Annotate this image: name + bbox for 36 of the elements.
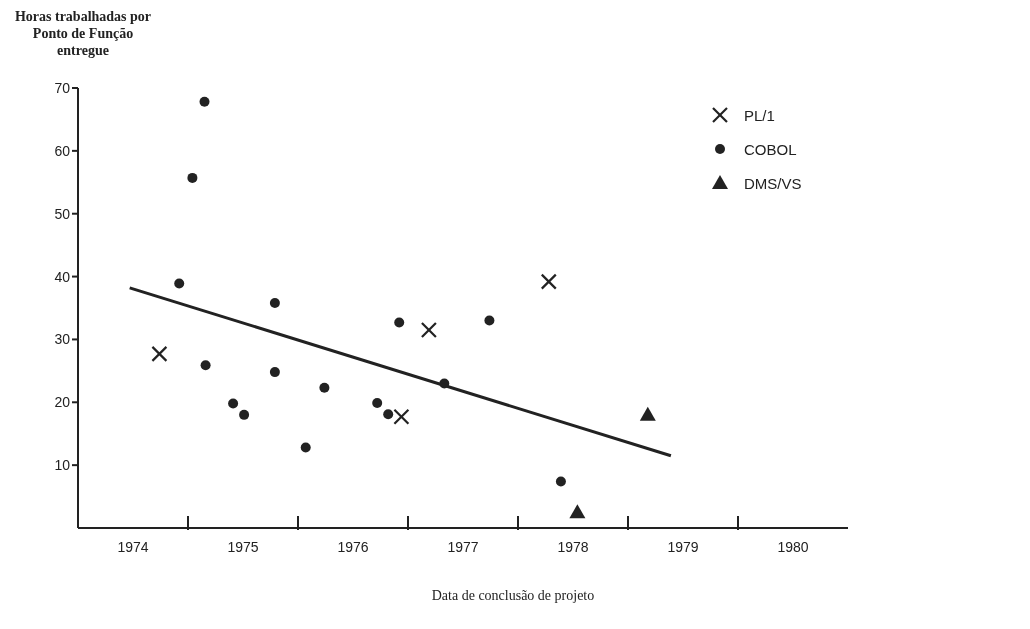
point [228,398,239,409]
x-axis-title: Data de conclusão de projeto [430,588,596,604]
point [239,409,250,420]
x-tick-label: 1980 [777,539,809,555]
x-tick-label: 1976 [337,539,369,555]
point [555,476,566,487]
point [187,172,198,183]
point [484,315,495,326]
legend-label: PL/1 [744,106,775,124]
y-tick-label: 60 [54,142,71,159]
y-tick-label: 50 [54,205,71,222]
x-tick-label: 1979 [667,539,699,555]
point [372,397,383,408]
point [394,317,405,328]
point [319,382,330,393]
point [174,278,185,289]
x-tick-label: 1975 [227,539,259,555]
x-tick-label: 1978 [557,539,589,555]
x-tick-label: 1977 [447,539,479,555]
point [639,406,656,421]
point [269,367,280,378]
y-tick-label: 20 [54,394,71,411]
point [269,297,280,308]
y-tick-label: 30 [54,331,71,348]
y-axis-title: Horas trabalhadas por Ponto de Função entregue [13,8,153,59]
point [199,96,210,107]
y-tick-label: 10 [54,457,71,474]
y-tick-label: 70 [54,79,71,96]
point [569,504,586,519]
legend-label: COBOL [744,140,797,158]
x-tick-label: 1974 [117,539,149,555]
point [300,442,311,453]
legend-label: DMS/VS [744,174,802,192]
point [200,360,211,371]
y-tick-label: 40 [54,268,71,285]
point [383,409,394,420]
